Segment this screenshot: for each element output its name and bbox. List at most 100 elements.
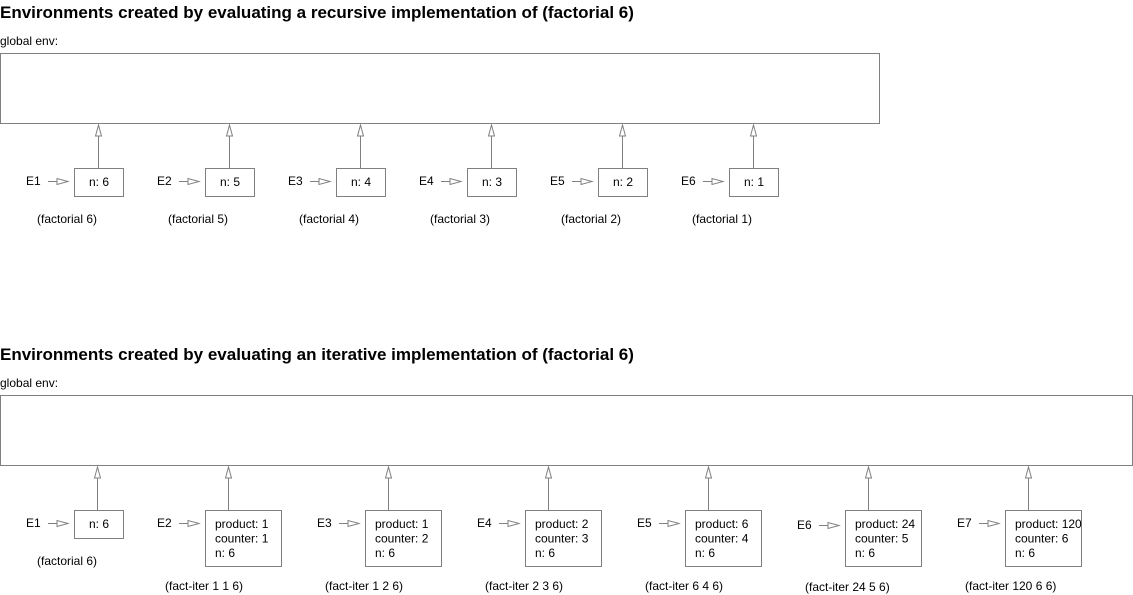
frame-arrow-arrowhead [56, 519, 70, 528]
env-pointer-arrowhead [93, 465, 102, 479]
env-pointer-arrowhead [94, 123, 103, 137]
frame-box [729, 168, 779, 197]
frame-arrow-arrowhead [56, 177, 70, 186]
frame-call-label: (factorial 6) [37, 212, 97, 226]
frame-binding: n: 6 [375, 546, 395, 560]
frame-box [467, 168, 517, 197]
frame-call-label: (fact-iter 24 5 6) [805, 580, 890, 594]
frame-binding: n: 6 [1015, 546, 1035, 560]
frame-binding: counter: 2 [375, 532, 429, 546]
frame-call-label: (factorial 4) [299, 212, 359, 226]
frame-group: n: 6 E1 (factorial 6) [26, 123, 124, 226]
frame-group: n: 3 E4 (factorial 3) [419, 123, 517, 226]
frame-box [74, 510, 124, 539]
frame-arrow-arrowhead [711, 177, 725, 186]
frame-arrow-arrowhead [580, 177, 594, 186]
env-pointer-arrowhead [749, 123, 758, 137]
frame-call-label: (fact-iter 6 4 6) [645, 579, 723, 593]
frame-box [336, 168, 386, 197]
frame-binding: counter: 4 [695, 532, 749, 546]
frame-box [365, 510, 442, 567]
frame-arrow-arrowhead [187, 519, 201, 528]
frame-group: n: 5 E2 (factorial 5) [157, 123, 255, 226]
iterative-section: Environments created by evaluating an it… [0, 345, 1133, 594]
frame-arrow-arrowhead [827, 521, 841, 530]
frame-call-label: (factorial 1) [692, 212, 752, 226]
frame-binding: counter: 3 [535, 532, 589, 546]
env-pointer-arrowhead [618, 123, 627, 137]
frame-binding: counter: 5 [855, 532, 909, 546]
frame-call-label: (fact-iter 120 6 6) [965, 579, 1056, 593]
frame-binding: n: 2 [613, 175, 633, 189]
env-pointer-arrowhead [544, 465, 553, 479]
frame-binding: product: 6 [695, 517, 749, 531]
frame-call-label: (factorial 6) [37, 554, 97, 568]
frame-binding: counter: 1 [215, 532, 269, 546]
frame-arrow-arrowhead [187, 177, 201, 186]
frame-binding: product: 1 [215, 517, 269, 531]
frame-id-label: E6 [681, 174, 696, 188]
frame-arrow-arrowhead [667, 519, 681, 528]
frame-box [205, 168, 255, 197]
frame-box [685, 510, 762, 567]
iterative-global-env-box [0, 395, 1133, 466]
frame-binding: n: 6 [535, 546, 555, 560]
frame-id-label: E1 [26, 174, 41, 188]
recursive-global-env-box [0, 53, 880, 124]
env-pointer-arrowhead [384, 465, 393, 479]
frame-arrow-arrowhead [318, 177, 332, 186]
recursive-section: Environments created by evaluating a rec… [0, 3, 880, 226]
frame-binding: n: 6 [695, 546, 715, 560]
env-pointer-arrowhead [487, 123, 496, 137]
frame-id-label: E3 [317, 516, 332, 530]
iterative-title: Environments created by evaluating an it… [0, 345, 634, 364]
frame-binding: n: 6 [89, 517, 109, 531]
frame-id-label: E6 [797, 518, 812, 532]
recursive-global-env-label: global env: [0, 34, 58, 48]
frame-call-label: (fact-iter 2 3 6) [485, 579, 563, 593]
frame-group: n: 6 E1 (factorial 6) [26, 465, 124, 568]
env-pointer-arrowhead [356, 123, 365, 137]
frame-call-label: (factorial 3) [430, 212, 490, 226]
frame-binding: product: 1 [375, 517, 429, 531]
frame-box [598, 168, 648, 197]
frame-arrow-arrowhead [987, 519, 1001, 528]
frame-call-label: (factorial 2) [561, 212, 621, 226]
frame-binding: n: 3 [482, 175, 502, 189]
env-pointer-arrowhead [1024, 465, 1033, 479]
frame-binding: product: 2 [535, 517, 589, 531]
frame-id-label: E3 [288, 174, 303, 188]
frame-box [1005, 510, 1082, 567]
frame-binding: n: 5 [220, 175, 240, 189]
frame-call-label: (fact-iter 1 1 6) [165, 579, 243, 593]
frame-box [525, 510, 602, 567]
frame-id-label: E4 [477, 516, 492, 530]
frame-binding: product: 24 [855, 517, 915, 531]
frame-arrow-arrowhead [507, 519, 521, 528]
env-pointer-arrowhead [225, 123, 234, 137]
frame-call-label: (fact-iter 1 2 6) [325, 579, 403, 593]
frame-binding: product: 120 [1015, 517, 1082, 531]
frame-binding: n: 1 [744, 175, 764, 189]
env-pointer-arrowhead [704, 465, 713, 479]
env-pointer-arrowhead [864, 465, 873, 479]
frame-group: n: 2 E5 (factorial 2) [550, 123, 648, 226]
frame-binding: n: 6 [855, 546, 875, 560]
frame-box [205, 510, 282, 567]
frame-binding: n: 6 [215, 546, 235, 560]
frame-arrow-arrowhead [449, 177, 463, 186]
frame-binding: n: 6 [89, 175, 109, 189]
frame-id-label: E7 [957, 516, 972, 530]
iterative-global-env-label: global env: [0, 376, 58, 390]
frame-arrow-arrowhead [347, 519, 361, 528]
frame-id-label: E4 [419, 174, 434, 188]
recursive-title: Environments created by evaluating a rec… [0, 3, 634, 22]
frame-box [74, 168, 124, 197]
